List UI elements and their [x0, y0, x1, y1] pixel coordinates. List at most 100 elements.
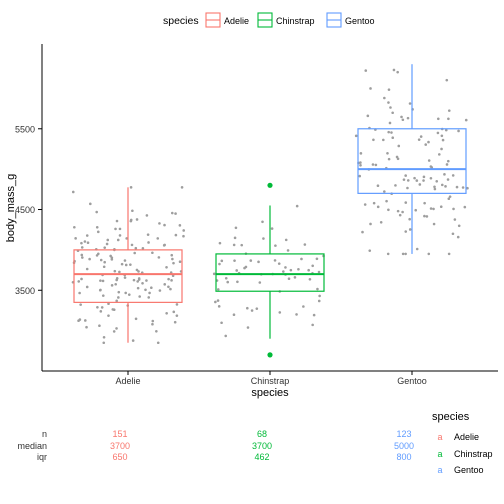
- data-point: [220, 321, 223, 325]
- side-legend: species a Adelie a Chinstrap a Gentoo: [432, 411, 493, 475]
- data-point: [233, 236, 237, 240]
- data-point: [369, 87, 372, 90]
- data-point: [397, 144, 401, 148]
- data-point: [123, 276, 127, 279]
- data-point: [284, 238, 288, 242]
- data-point: [112, 330, 116, 333]
- data-point: [155, 329, 158, 333]
- data-point: [226, 280, 230, 284]
- data-point: [102, 265, 106, 269]
- data-point: [101, 279, 105, 283]
- data-point: [445, 163, 449, 166]
- data-point: [284, 266, 287, 269]
- data-point: [372, 201, 376, 205]
- data-point: [216, 299, 220, 302]
- side-legend-glyph: a: [437, 465, 442, 475]
- data-point: [150, 286, 153, 290]
- data-point: [295, 204, 299, 208]
- data-point: [182, 234, 185, 238]
- data-point: [131, 209, 134, 213]
- data-point: [85, 267, 89, 271]
- data-point: [129, 263, 132, 266]
- box: [357, 128, 467, 194]
- data-point: [433, 185, 436, 189]
- data-point: [293, 276, 297, 279]
- data-point: [224, 276, 228, 280]
- data-point: [165, 311, 168, 315]
- data-point: [113, 269, 117, 273]
- data-point: [376, 184, 380, 188]
- data-point: [396, 209, 400, 213]
- legend-label: Gentoo: [345, 16, 375, 26]
- data-point: [447, 197, 451, 200]
- data-point: [401, 252, 405, 256]
- data-point: [387, 130, 390, 134]
- data-point: [178, 224, 182, 227]
- data-point: [114, 227, 117, 231]
- data-point: [417, 138, 421, 141]
- data-point: [277, 262, 281, 265]
- data-point: [363, 203, 367, 206]
- data-point: [114, 282, 117, 286]
- data-point: [80, 253, 84, 257]
- data-point: [446, 178, 450, 181]
- box: [73, 249, 183, 303]
- data-point: [157, 256, 161, 259]
- data-point: [386, 151, 389, 155]
- data-point: [146, 233, 150, 236]
- data-point: [173, 320, 177, 324]
- data-point: [359, 164, 362, 167]
- data-point: [369, 222, 372, 226]
- data-point: [289, 268, 293, 272]
- data-point: [130, 243, 134, 247]
- data-point: [136, 280, 139, 283]
- data-point: [382, 138, 385, 142]
- data-point: [404, 201, 408, 204]
- x-axis-label: species: [251, 387, 289, 399]
- data-point: [174, 233, 178, 237]
- data-point: [180, 186, 184, 189]
- data-point: [134, 246, 138, 250]
- jitter-points: [71, 68, 469, 345]
- data-point: [446, 159, 450, 163]
- data-point: [158, 289, 162, 292]
- data-point: [99, 310, 103, 313]
- y-tick-label: 4500: [15, 205, 35, 215]
- data-point: [125, 237, 128, 240]
- data-point: [100, 306, 104, 309]
- y-tick-label: 5500: [15, 124, 35, 134]
- data-point: [396, 157, 400, 161]
- data-point: [80, 241, 83, 245]
- stats-cell: 3700: [252, 441, 272, 451]
- data-point: [383, 190, 386, 193]
- data-point: [422, 175, 426, 179]
- data-point: [120, 262, 124, 266]
- data-point: [83, 240, 87, 243]
- data-point: [385, 199, 388, 203]
- data-point: [391, 111, 394, 115]
- data-point: [73, 225, 76, 229]
- stats-cell: 800: [396, 452, 411, 462]
- data-point: [317, 299, 321, 303]
- data-point: [234, 226, 238, 230]
- data-point: [371, 163, 375, 166]
- data-point: [404, 230, 408, 233]
- data-point: [379, 220, 383, 224]
- box: [215, 253, 325, 292]
- data-point: [170, 211, 174, 215]
- data-point: [163, 283, 167, 286]
- data-point: [240, 243, 244, 247]
- data-point: [80, 246, 84, 249]
- data-point: [217, 305, 221, 308]
- data-point: [124, 263, 128, 267]
- data-point: [103, 246, 107, 249]
- data-point: [95, 254, 99, 257]
- data-point: [440, 183, 444, 187]
- data-point: [232, 243, 236, 247]
- data-point: [127, 293, 131, 296]
- stats-cell: 5000: [394, 441, 414, 451]
- data-point: [396, 70, 399, 74]
- data-point: [441, 138, 445, 142]
- side-legend-label: Adelie: [454, 432, 479, 442]
- data-point: [311, 323, 314, 327]
